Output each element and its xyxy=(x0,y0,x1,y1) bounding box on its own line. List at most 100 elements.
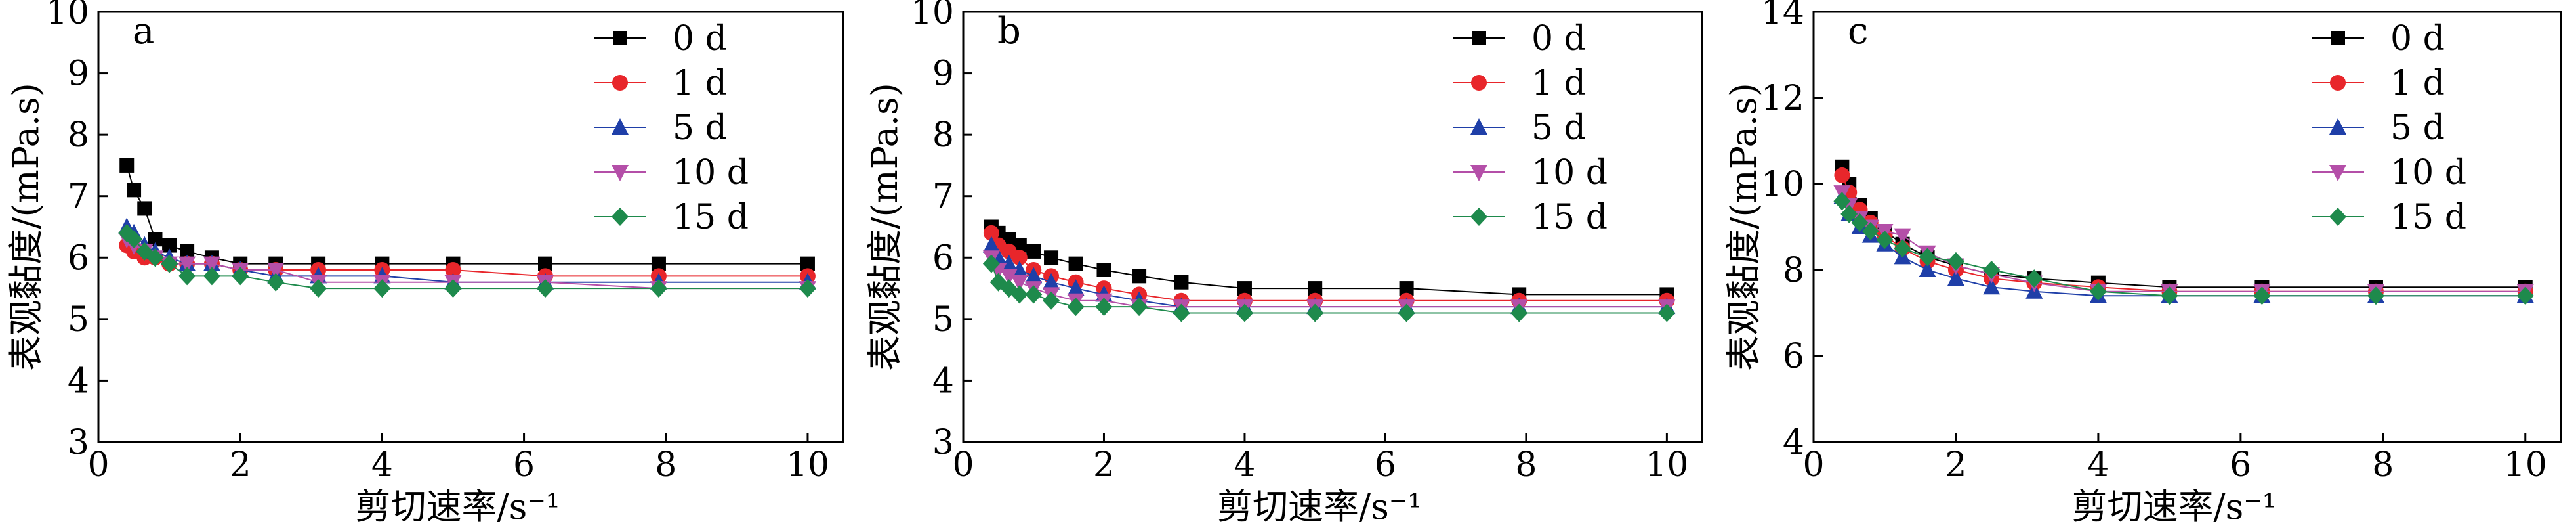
chart-c-data-point xyxy=(2089,282,2107,301)
chart-b-data-point xyxy=(1025,267,1043,284)
chart-c-x-tick-label: 6 xyxy=(2230,445,2251,485)
chart-c-x-tick-label: 4 xyxy=(2087,445,2109,485)
chart-b-data-point xyxy=(1095,298,1113,317)
chart-a-data-point xyxy=(310,279,327,298)
chart-a-x-tick-label: 8 xyxy=(655,445,676,485)
chart-c-y-tick-label: 8 xyxy=(1783,251,1804,290)
chart-b-x-axis-label: 剪切速率/s⁻¹ xyxy=(1217,486,1422,527)
chart-b-data-point xyxy=(1236,303,1253,322)
chart-a-series-4 xyxy=(118,223,816,298)
chart-a-data-point xyxy=(178,256,196,273)
chart-b-svg: 0 2 4 6 8 10 3 4 5 6 7 8 9 10 剪切速率/s⁻¹ 表观黏度/(mPa.s) b 0 d… xyxy=(864,0,1703,527)
chart-b-x-tick-label: 0 xyxy=(952,445,974,485)
chart-b-data-point xyxy=(983,225,999,241)
chart-b-legend-marker xyxy=(1470,208,1487,226)
chart-a-x-tick-label: 2 xyxy=(230,445,251,485)
chart-a-x-tick-label: 6 xyxy=(513,445,535,485)
chart-c-data-point xyxy=(1834,167,1850,183)
chart-a-x-tick-label: 4 xyxy=(371,445,393,485)
chart-a-data-point xyxy=(119,158,135,173)
chart-b-series-2 xyxy=(982,236,1676,315)
chart-c-legend-label: 1 d xyxy=(2390,64,2445,103)
chart-a-legend-marker xyxy=(612,118,629,135)
chart-c-data-point xyxy=(1851,213,1869,232)
chart-b-data-point xyxy=(1399,281,1414,296)
chart-a-data-point xyxy=(651,256,666,271)
chart-c-x-axis-label: 剪切速率/s⁻¹ xyxy=(2071,486,2276,527)
chart-c-x-tick-label: 0 xyxy=(1802,445,1824,485)
chart-c-legend-label: 5 d xyxy=(2390,108,2445,148)
chart-b-legend-marker xyxy=(1471,75,1487,91)
chart-b-y-tick-label: 10 xyxy=(911,0,954,32)
chart-c-data-point xyxy=(1894,239,1911,258)
chart-b-data-point xyxy=(1068,256,1083,271)
chart-a-data-point xyxy=(161,254,178,273)
chart-b-data-point xyxy=(1043,291,1060,310)
chart-a-legend-marker xyxy=(612,208,629,226)
chart-c-y-tick-label: 4 xyxy=(1783,423,1804,462)
chart-b-y-tick-label: 4 xyxy=(932,361,954,401)
chart-a-data-point xyxy=(799,279,816,298)
chart-a-legend-label: 15 d xyxy=(673,198,749,237)
chart-b-data-point xyxy=(1510,303,1528,322)
chart-b-data-point xyxy=(1174,275,1189,290)
chart-a-y-tick-label: 4 xyxy=(68,361,89,401)
chart-c-data-point xyxy=(1861,222,1879,241)
chart-a-panel-label: a xyxy=(133,10,154,53)
chart-a-data-point xyxy=(444,279,462,298)
chart-b-data-point xyxy=(1067,298,1085,317)
chart-b-x-tick-label: 4 xyxy=(1234,445,1255,485)
chart-b-data-point xyxy=(982,254,1000,273)
chart-c-x-tick-label: 10 xyxy=(2504,445,2547,485)
chart-b-data-point xyxy=(1067,279,1085,296)
chart-a-data-point xyxy=(445,262,461,278)
chart-a-data-point xyxy=(180,244,195,259)
chart-b-plot-frame xyxy=(962,11,1703,443)
chart-b-data-point xyxy=(982,236,1000,253)
chart-a-legend-label: 10 d xyxy=(673,153,749,192)
chart-b-series-line xyxy=(991,245,1667,308)
chart-a-data-point xyxy=(178,267,196,286)
chart-b-series-line xyxy=(991,257,1667,308)
chart-c-svg: 0 2 4 6 8 10 4 6 8 10 12 14 剪切速率/s⁻¹ 表观黏度/(mPa.s) c 0 d… xyxy=(1723,0,2562,527)
chart-a-legend-label: 5 d xyxy=(673,108,727,148)
chart-a-x-tick-label: 10 xyxy=(786,445,829,485)
chart-b-legend-label: 5 d xyxy=(1531,108,1586,148)
chart-c-panel-label: c xyxy=(1848,10,1868,53)
chart-b-y-axis-label: 表观黏度/(mPa.s) xyxy=(864,83,905,371)
chart-b-x-tick-label: 10 xyxy=(1645,445,1688,485)
chart-b-y-tick-label: 8 xyxy=(932,116,954,155)
chart-c-x-tick-label: 8 xyxy=(2372,445,2394,485)
chart-a-data-point xyxy=(203,256,220,273)
chart-a-data-point xyxy=(146,248,164,267)
chart-c-data-point xyxy=(1833,192,1851,211)
chart-b-data-point xyxy=(1132,269,1147,284)
chart-c-data-point xyxy=(2161,286,2178,305)
chart-a-legend-marker xyxy=(612,165,629,181)
chart-c-y-tick-label: 10 xyxy=(1761,165,1804,204)
chart-b-data-point xyxy=(1131,298,1148,317)
chart-c-data-point xyxy=(1947,269,1964,286)
chart-b-legend-marker xyxy=(1470,118,1487,135)
chart-c-data-point xyxy=(1876,231,1894,250)
chart-b-data-point xyxy=(1026,244,1041,259)
chart-b-data-point xyxy=(1011,250,1028,266)
chart-a-data-point xyxy=(650,279,667,298)
chart-c-legend-marker xyxy=(2329,208,2346,226)
chart-c-data-point xyxy=(2516,286,2534,305)
chart-a-data-point xyxy=(232,267,249,286)
chart-b-data-point xyxy=(1044,250,1059,265)
chart-c-data-point xyxy=(1840,204,1858,223)
chart-c-legend-marker xyxy=(2331,31,2345,45)
chart-a-y-tick-label: 8 xyxy=(68,116,89,155)
chart-a-y-tick-label: 5 xyxy=(68,300,89,340)
chart-c-legend-marker xyxy=(2329,118,2346,135)
chart-a-y-tick-label: 3 xyxy=(68,423,89,462)
chart-a-data-point xyxy=(125,230,143,249)
chart-b-data-point xyxy=(1043,273,1060,290)
chart-b-data-point xyxy=(1096,263,1111,277)
chart-c-data-point xyxy=(1894,228,1911,245)
chart-a-data-point xyxy=(148,232,163,247)
chart-a-legend-marker xyxy=(612,75,628,91)
chart-b-y-tick-label: 6 xyxy=(932,238,954,278)
